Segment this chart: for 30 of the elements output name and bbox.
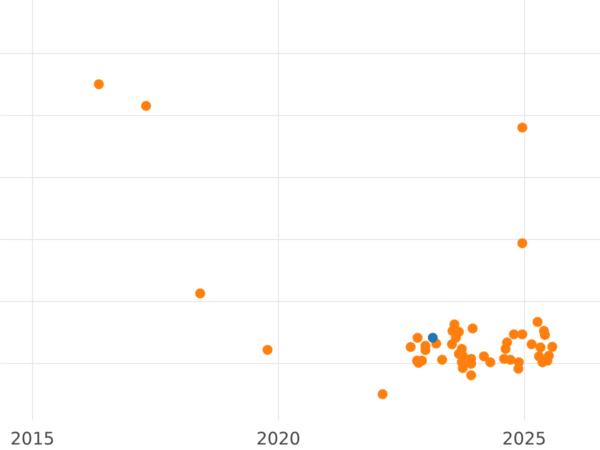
point	[195, 288, 206, 298]
point	[478, 351, 489, 362]
point	[262, 344, 273, 355]
point	[542, 356, 552, 366]
point	[428, 332, 438, 343]
point	[547, 342, 558, 352]
point	[536, 342, 546, 352]
point	[466, 370, 476, 380]
point	[406, 342, 416, 352]
x-tick-label: 2015	[10, 430, 55, 450]
point	[141, 100, 152, 111]
point	[458, 363, 468, 374]
point	[517, 238, 528, 248]
point	[517, 329, 528, 340]
point	[517, 122, 528, 133]
point	[412, 332, 423, 343]
point	[532, 316, 543, 327]
point	[513, 364, 524, 374]
point	[378, 389, 388, 400]
point	[468, 323, 478, 334]
point	[506, 354, 516, 365]
point	[526, 339, 537, 350]
point	[437, 354, 448, 365]
point	[508, 329, 519, 340]
x-tick-label: 2020	[256, 430, 300, 450]
point	[485, 357, 496, 368]
point	[446, 339, 457, 350]
point	[94, 79, 104, 90]
x-tick-label: 2025	[502, 430, 546, 450]
point	[502, 337, 512, 348]
